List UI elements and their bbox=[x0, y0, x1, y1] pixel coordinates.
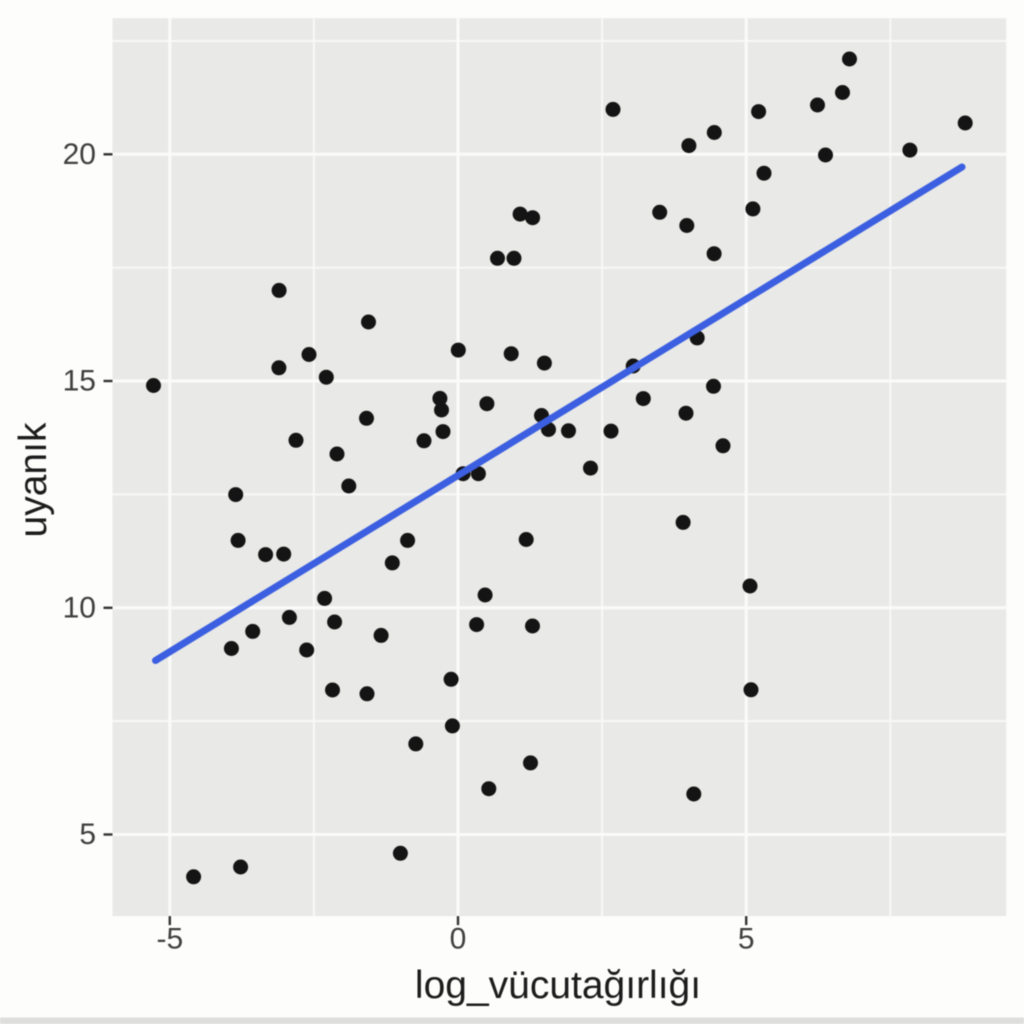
svg-text:uyanık: uyanık bbox=[12, 422, 55, 537]
svg-text:10: 10 bbox=[63, 591, 96, 624]
svg-text:5: 5 bbox=[738, 923, 755, 956]
svg-text:15: 15 bbox=[63, 365, 96, 398]
svg-text:log_vücutağırlığı: log_vücutağırlığı bbox=[415, 964, 701, 1007]
svg-text:-5: -5 bbox=[156, 923, 183, 956]
svg-text:20: 20 bbox=[63, 138, 96, 171]
svg-text:0: 0 bbox=[450, 923, 467, 956]
svg-text:5: 5 bbox=[79, 818, 96, 851]
